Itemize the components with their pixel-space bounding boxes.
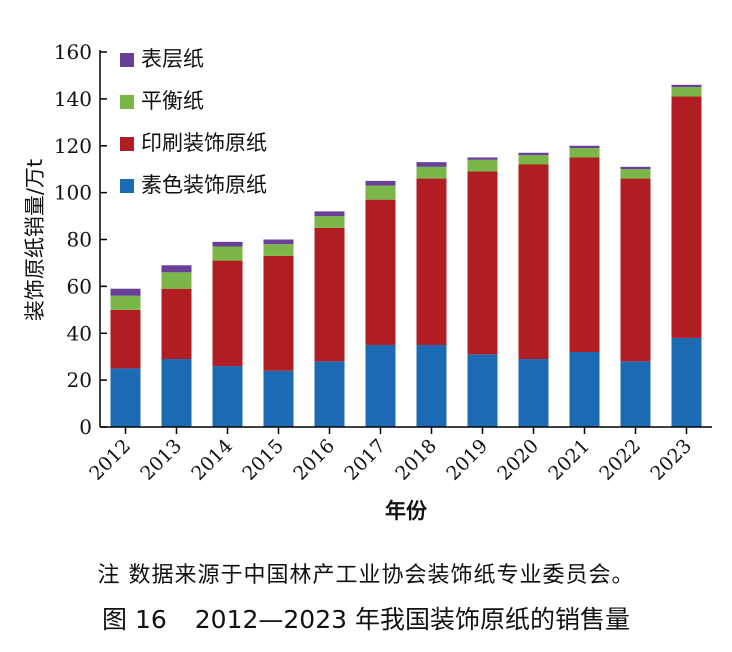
bar-segment-2022-3 <box>620 166 651 170</box>
bar-segment-2021-0 <box>569 352 600 427</box>
bar-segment-2020-1 <box>518 164 549 360</box>
bar-segment-2013-3 <box>161 265 192 273</box>
x-tick-label: 2023 <box>646 435 696 485</box>
legend-swatch <box>120 95 134 109</box>
bar-segment-2023-3 <box>671 84 702 88</box>
bar-segment-2022-0 <box>620 361 651 427</box>
bar-segment-2016-0 <box>314 361 345 427</box>
y-tick-label: 120 <box>54 134 92 158</box>
bar-segment-2014-0 <box>212 366 243 427</box>
bar-segment-2015-2 <box>263 244 294 256</box>
x-tick-label: 2014 <box>187 435 237 485</box>
figure-number: 图 16 <box>102 605 167 634</box>
x-tick-label: 2018 <box>391 435 441 485</box>
figure-title: 2012—2023 年我国装饰原纸的销售量 <box>194 605 630 634</box>
x-tick-label: 2020 <box>493 435 543 485</box>
y-axis-label: 装饰原纸销量/万t <box>23 159 47 321</box>
x-tick-label: 2022 <box>595 435 645 485</box>
y-tick-label: 160 <box>54 40 92 64</box>
bar-segment-2020-3 <box>518 152 549 156</box>
bar-segment-2012-3 <box>110 288 141 296</box>
bar-segment-2018-0 <box>416 344 447 427</box>
bars-group <box>110 84 702 427</box>
bar-segment-2021-1 <box>569 157 600 352</box>
legend-swatch <box>120 179 134 193</box>
legend-label: 平衡纸 <box>141 89 204 113</box>
x-tick-label: 2016 <box>289 435 339 485</box>
bar-segment-2017-2 <box>365 185 396 200</box>
x-tick-label: 2017 <box>340 435 390 485</box>
bar-segment-2019-2 <box>467 159 498 172</box>
bar-segment-2022-1 <box>620 178 651 362</box>
bar-segment-2018-3 <box>416 162 447 167</box>
bar-segment-2014-3 <box>212 241 243 247</box>
x-tick-label: 2019 <box>442 435 492 485</box>
x-tick-label: 2012 <box>85 435 135 485</box>
legend-swatch <box>120 137 134 151</box>
data-source-note: 注 数据来源于中国林产工业协会装饰纸专业委员会。 <box>97 563 635 588</box>
y-tick-label: 100 <box>54 181 92 205</box>
bar-segment-2017-1 <box>365 199 396 345</box>
bar-segment-2018-2 <box>416 166 447 179</box>
figure-caption: 图 16 2012—2023 年我国装饰原纸的销售量 <box>0 600 732 636</box>
legend-label: 素色装饰原纸 <box>141 173 267 197</box>
bar-segment-2023-2 <box>671 87 702 97</box>
y-tick-label: 0 <box>79 415 92 439</box>
y-tick-label: 80 <box>67 228 92 252</box>
bar-segment-2016-2 <box>314 216 345 228</box>
bar-segment-2019-1 <box>467 171 498 355</box>
bar-segment-2019-3 <box>467 157 498 160</box>
bar-segment-2015-0 <box>263 370 294 427</box>
x-tick-label: 2021 <box>544 435 594 485</box>
bar-segment-2012-0 <box>110 368 141 427</box>
bar-segment-2022-2 <box>620 169 651 179</box>
y-tick-label: 20 <box>67 368 92 392</box>
bar-segment-2014-2 <box>212 246 243 261</box>
y-tick-label: 60 <box>67 274 92 298</box>
x-axis-label: 年份 <box>385 499 428 523</box>
bar-segment-2016-1 <box>314 227 345 362</box>
legend-label: 表层纸 <box>141 47 204 71</box>
legend-label: 印刷装饰原纸 <box>141 131 267 155</box>
bar-segment-2015-1 <box>263 255 294 371</box>
y-tick-label: 40 <box>67 321 92 345</box>
bar-segment-2013-1 <box>161 288 192 360</box>
bar-segment-2020-0 <box>518 359 549 427</box>
legend-swatch <box>120 53 134 67</box>
bar-segment-2016-3 <box>314 211 345 217</box>
bar-segment-2012-1 <box>110 309 141 369</box>
bar-segment-2021-3 <box>569 145 600 149</box>
bar-segment-2015-3 <box>263 239 294 245</box>
bar-segment-2023-1 <box>671 96 702 338</box>
bar-segment-2020-2 <box>518 155 549 165</box>
bar-segment-2021-2 <box>569 148 600 158</box>
y-tick-label: 140 <box>54 87 92 111</box>
bar-segment-2017-3 <box>365 180 396 186</box>
bar-segment-2017-0 <box>365 344 396 427</box>
x-tick-label: 2013 <box>136 435 186 485</box>
bar-segment-2019-0 <box>467 354 498 427</box>
bar-segment-2013-0 <box>161 359 192 427</box>
x-tick-label: 2015 <box>238 435 288 485</box>
bar-segment-2014-1 <box>212 260 243 367</box>
bar-segment-2018-1 <box>416 178 447 345</box>
bar-segment-2012-2 <box>110 295 141 310</box>
bar-segment-2013-2 <box>161 272 192 289</box>
bar-segment-2023-0 <box>671 337 702 427</box>
